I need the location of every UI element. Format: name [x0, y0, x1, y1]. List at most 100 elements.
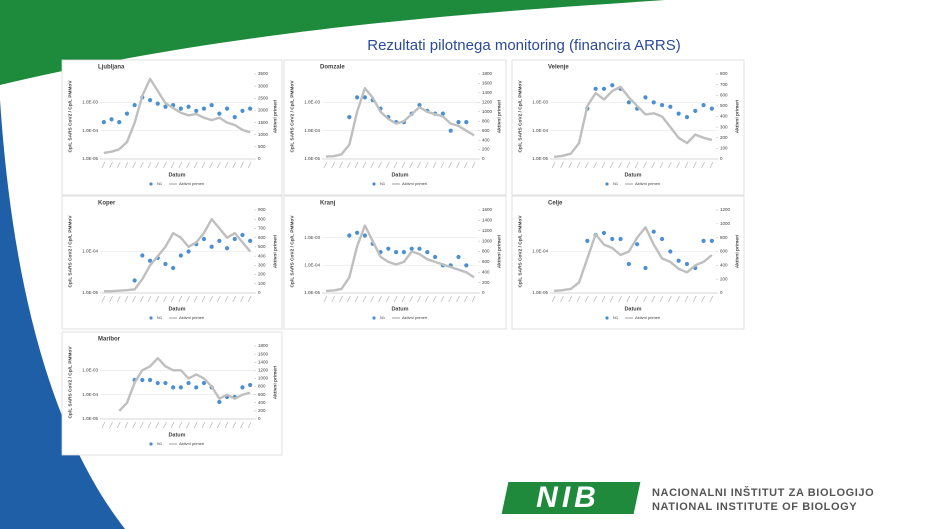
x-tick-stub — [440, 161, 445, 169]
y2-tick-label: 100 — [720, 146, 728, 151]
data-point — [659, 236, 665, 242]
x-tick-stub — [692, 295, 697, 303]
data-point — [117, 120, 122, 125]
x-tick-stub — [109, 295, 113, 303]
y2-tick-label: 400 — [482, 137, 490, 142]
y2-tick-label: 300 — [720, 124, 728, 129]
y2-axis-title: Aktivni primeri — [734, 100, 740, 134]
y2-tick-label: 1000 — [482, 109, 493, 114]
x-tick-stub — [240, 161, 244, 169]
series-line — [553, 85, 713, 159]
x-tick-stub — [440, 295, 445, 303]
x-tick-stub — [155, 421, 160, 429]
chart-panel: Maribor 1.0E-05 1.0E-04 1.0E-03 0 200 400 600 80… — [61, 331, 283, 456]
data-point — [201, 380, 207, 386]
x-tick-stub — [362, 295, 367, 303]
x-tick-stub — [240, 295, 244, 303]
y2-tick-label: 1800 — [482, 71, 493, 76]
data-point — [186, 104, 191, 109]
x-tick-stub — [178, 295, 183, 303]
legend-label: Aktivni primeri — [179, 181, 204, 186]
x-tick-stub — [401, 161, 406, 169]
legend-swatch — [149, 442, 153, 446]
data-point — [155, 101, 160, 106]
x-tick-stub — [551, 161, 556, 169]
x-tick-stub — [417, 161, 421, 169]
data-point — [386, 246, 391, 251]
data-point — [140, 377, 145, 383]
y-axis-title: Cp/L SARS CoV2 / Cp/L PMMoV — [517, 215, 523, 288]
x-tick-stub — [684, 295, 689, 303]
chart-title: Velenje — [548, 65, 569, 71]
series-line — [325, 224, 475, 293]
y2-tick-label: 100 — [258, 281, 266, 286]
data-point — [171, 385, 176, 390]
data-point — [163, 380, 168, 386]
data-point — [676, 258, 681, 263]
y2-tick-label: 200 — [720, 135, 728, 140]
x-tick-stub — [232, 421, 237, 429]
data-point — [163, 261, 168, 267]
x-axis-title: Datum — [168, 172, 185, 178]
data-point — [693, 108, 698, 113]
x-tick-stub — [585, 161, 589, 169]
y2-tick-label: 200 — [482, 147, 490, 152]
series-line — [103, 218, 252, 293]
left-swoosh — [0, 100, 125, 529]
x-tick-stub — [132, 295, 136, 303]
x-tick-stub — [576, 161, 581, 169]
chart-title: Domzale — [320, 65, 345, 71]
data-point — [643, 95, 648, 100]
data-point — [668, 249, 673, 254]
legend-swatch — [149, 182, 153, 186]
x-tick-stub — [101, 421, 106, 429]
x-tick-stub — [560, 295, 564, 303]
data-point — [224, 246, 230, 251]
data-point — [464, 263, 469, 268]
y2-tick-label: 1000 — [258, 376, 269, 381]
x-tick-stub — [551, 295, 556, 303]
data-point — [201, 106, 207, 111]
x-tick-stub — [224, 161, 229, 169]
x-tick-stub — [651, 295, 656, 303]
panel-frame — [511, 59, 745, 196]
data-point — [186, 380, 191, 386]
y2-tick-label: 1600 — [482, 81, 493, 86]
y2-tick-label: 700 — [258, 226, 266, 231]
x-tick-stub — [601, 161, 606, 169]
x-tick-stub — [393, 295, 398, 303]
series-line — [103, 77, 251, 155]
y2-tick-label: 1400 — [258, 359, 269, 364]
x-tick-stub — [132, 421, 136, 429]
y-axis-title: Cp/L SARS CoV2 / Cp/L PMMoV — [517, 80, 523, 153]
x-tick-stub — [186, 161, 190, 169]
data-point — [362, 95, 367, 100]
x-tick-stub — [701, 161, 705, 169]
data-point — [626, 100, 631, 105]
x-tick-stub — [585, 295, 589, 303]
x-tick-stub — [409, 295, 413, 303]
x-tick-stub — [217, 161, 221, 169]
y2-tick-label: 0 — [720, 290, 723, 295]
y-tick-label: 1.0E-03 — [304, 235, 320, 240]
data-point — [701, 102, 706, 108]
data-point — [433, 254, 438, 260]
y2-tick-label: 1200 — [258, 368, 269, 373]
x-tick-stub — [659, 161, 664, 169]
x-axis-title: Datum — [391, 172, 408, 178]
data-point — [240, 385, 245, 390]
y2-axis-title: Aktivni primeri — [496, 100, 502, 134]
x-tick-stub — [456, 161, 460, 169]
data-point — [140, 253, 145, 258]
y2-tick-label: 800 — [258, 216, 266, 221]
data-point — [417, 102, 422, 108]
x-tick-stub — [409, 161, 413, 169]
y-tick-label: 1.0E-03 — [82, 100, 98, 105]
panel-frame — [283, 195, 507, 330]
data-point — [201, 236, 207, 242]
x-tick-stub — [101, 295, 106, 303]
data-point — [440, 111, 445, 116]
y-tick-label: 1.0E-05 — [304, 156, 320, 161]
y2-tick-label: 0 — [258, 156, 261, 161]
y2-tick-label: 600 — [720, 92, 728, 97]
